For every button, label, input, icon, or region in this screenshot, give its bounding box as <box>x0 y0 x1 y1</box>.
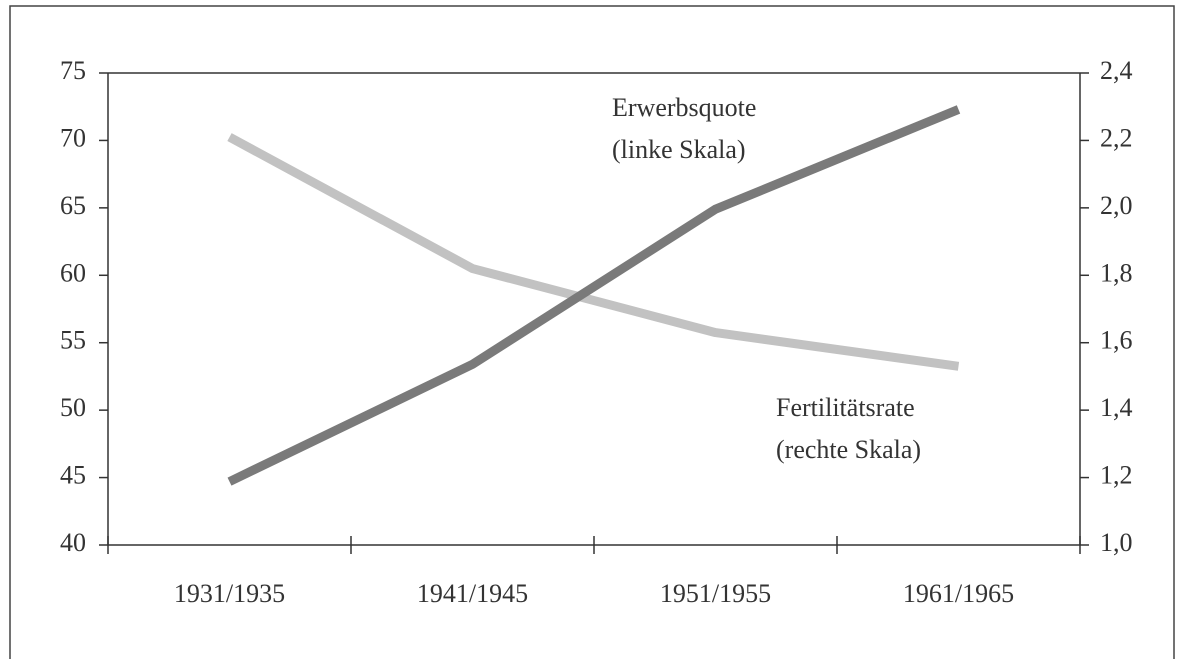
series-line <box>227 133 960 371</box>
y2-tick-label: 1,0 <box>1100 528 1133 557</box>
y-tick-label: 70 <box>60 123 86 152</box>
y2-tick-label: 2,4 <box>1100 56 1133 85</box>
frame <box>9 5 1175 659</box>
x-tick-label: 1951/1955 <box>660 579 771 608</box>
annotation: Fertilitätsrate <box>776 393 915 422</box>
y-tick-label: 60 <box>60 258 86 287</box>
annotation: (linke Skala) <box>612 135 746 164</box>
x-tick-label: 1961/1965 <box>903 579 1014 608</box>
annotation: (rechte Skala) <box>776 435 921 464</box>
annotation: Erwerbsquote <box>612 93 756 122</box>
y-tick-label: 45 <box>60 461 86 490</box>
y2-tick-label: 2,0 <box>1100 191 1133 220</box>
x-tick-label: 1941/1945 <box>417 579 528 608</box>
y2-tick-label: 1,8 <box>1100 258 1133 287</box>
y-tick-label: 75 <box>60 56 86 85</box>
y-tick-label: 55 <box>60 326 86 355</box>
series-line <box>227 105 961 486</box>
x-tick-label: 1931/1935 <box>174 579 285 608</box>
y-tick-label: 65 <box>60 191 86 220</box>
y2-tick-label: 1,6 <box>1100 326 1133 355</box>
y-tick-label: 40 <box>60 528 86 557</box>
y-tick-label: 50 <box>60 393 86 422</box>
y2-tick-label: 2,2 <box>1100 123 1133 152</box>
y2-tick-label: 1,4 <box>1100 393 1133 422</box>
y2-tick-label: 1,2 <box>1100 461 1133 490</box>
